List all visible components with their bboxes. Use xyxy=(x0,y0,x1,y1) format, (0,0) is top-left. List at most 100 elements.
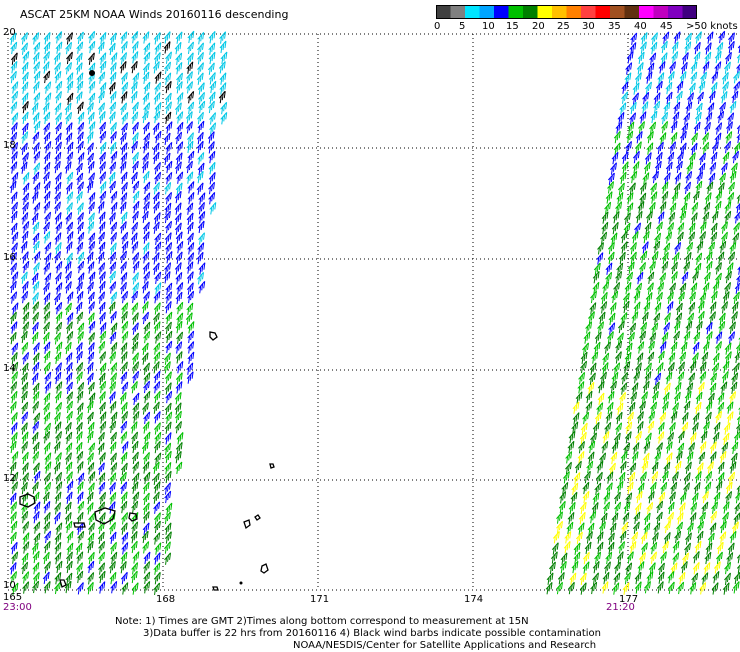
wind-barb xyxy=(43,292,51,305)
wind-barb xyxy=(670,562,678,575)
wind-barb xyxy=(691,572,699,586)
wind-barb xyxy=(86,540,94,554)
wind-barb xyxy=(31,431,39,445)
wind-barb xyxy=(702,211,710,224)
wind-barb xyxy=(165,160,173,174)
wind-barb xyxy=(33,92,41,105)
wind-barb xyxy=(684,251,692,265)
wind-barb xyxy=(635,362,642,375)
wind-barb xyxy=(175,341,183,354)
wind-barb xyxy=(187,242,195,255)
wind-barb xyxy=(654,302,662,315)
wind-barb xyxy=(143,431,151,444)
wind-barb xyxy=(650,401,658,414)
wind-barb xyxy=(703,271,711,285)
wind-barb xyxy=(736,564,740,574)
wind-barb xyxy=(143,561,151,574)
wind-barb xyxy=(620,382,628,395)
wind-barb xyxy=(657,421,665,435)
wind-barb xyxy=(163,132,171,146)
wind-barb xyxy=(736,554,740,564)
wind-barb xyxy=(110,52,118,65)
wind-barb xyxy=(175,351,183,364)
wind-barb xyxy=(732,581,740,594)
wind-barb xyxy=(88,271,96,284)
wind-barb xyxy=(694,111,702,125)
wind-barb xyxy=(77,152,85,165)
wind-barb xyxy=(176,432,184,445)
wind-barb xyxy=(120,522,128,535)
wind-barb xyxy=(153,571,161,585)
wind-barb xyxy=(597,321,605,334)
wind-barb xyxy=(32,342,40,355)
wind-barb xyxy=(594,482,602,495)
wind-barb xyxy=(110,151,118,164)
wind-barb xyxy=(165,502,173,516)
wind-barb xyxy=(10,131,18,145)
wind-barb xyxy=(21,281,29,294)
wind-barb xyxy=(695,31,702,44)
wind-barb xyxy=(154,271,162,284)
wind-barb xyxy=(174,102,182,115)
wind-barb xyxy=(131,500,139,514)
wind-barb xyxy=(641,391,648,404)
wind-barb xyxy=(32,171,40,184)
wind-barb xyxy=(142,502,150,515)
wind-barb xyxy=(132,260,140,274)
wind-barb xyxy=(43,350,51,364)
wind-barb xyxy=(635,210,643,224)
wind-barb xyxy=(120,310,128,324)
wind-barb xyxy=(110,362,118,375)
wind-barb xyxy=(721,231,728,245)
wind-barb xyxy=(607,541,615,555)
wind-barb xyxy=(76,451,84,464)
wind-barb xyxy=(676,231,684,245)
wind-barb xyxy=(153,370,161,384)
wind-barb xyxy=(578,511,586,525)
wind-barb xyxy=(99,151,106,165)
wind-barb xyxy=(552,531,560,544)
wind-barb xyxy=(10,412,18,425)
wind-barb xyxy=(686,161,694,175)
wind-barb xyxy=(680,61,688,75)
wind-barb xyxy=(197,62,204,75)
wind-barb xyxy=(731,521,739,534)
wind-barb xyxy=(724,281,731,295)
wind-barb xyxy=(633,301,641,314)
wind-barb xyxy=(65,461,73,474)
wind-barb xyxy=(130,540,138,554)
wind-barb xyxy=(75,542,83,555)
wind-barb xyxy=(658,61,666,74)
wind-barb xyxy=(132,190,140,204)
wind-barb xyxy=(142,492,150,505)
wind-barb xyxy=(87,351,95,364)
wind-barb xyxy=(686,382,694,395)
lat-label-20: 20 xyxy=(3,27,16,38)
wind-barb xyxy=(718,30,726,44)
wind-barb xyxy=(163,152,171,165)
wind-barb xyxy=(43,561,51,574)
wind-barb xyxy=(198,91,205,105)
wind-barb xyxy=(119,60,127,74)
wind-barb xyxy=(585,401,593,414)
wind-barb xyxy=(556,581,563,595)
wind-barb xyxy=(174,450,182,464)
wind-barb xyxy=(665,441,673,454)
wind-barb xyxy=(21,401,29,415)
wind-barb xyxy=(121,381,129,395)
wind-barb xyxy=(699,511,706,525)
wind-barb xyxy=(132,282,140,295)
wind-barb xyxy=(642,452,650,465)
wind-barb xyxy=(618,471,626,485)
wind-barb xyxy=(153,342,161,355)
wind-barb xyxy=(667,581,675,595)
wind-barb xyxy=(655,151,663,165)
wind-barb xyxy=(108,561,116,574)
wind-barb xyxy=(710,151,718,165)
wind-barb xyxy=(76,290,84,304)
wind-barb xyxy=(689,360,697,374)
wind-barb xyxy=(132,332,139,346)
wind-barb xyxy=(44,241,52,255)
wind-barb xyxy=(635,130,643,144)
wind-barb xyxy=(142,522,150,535)
